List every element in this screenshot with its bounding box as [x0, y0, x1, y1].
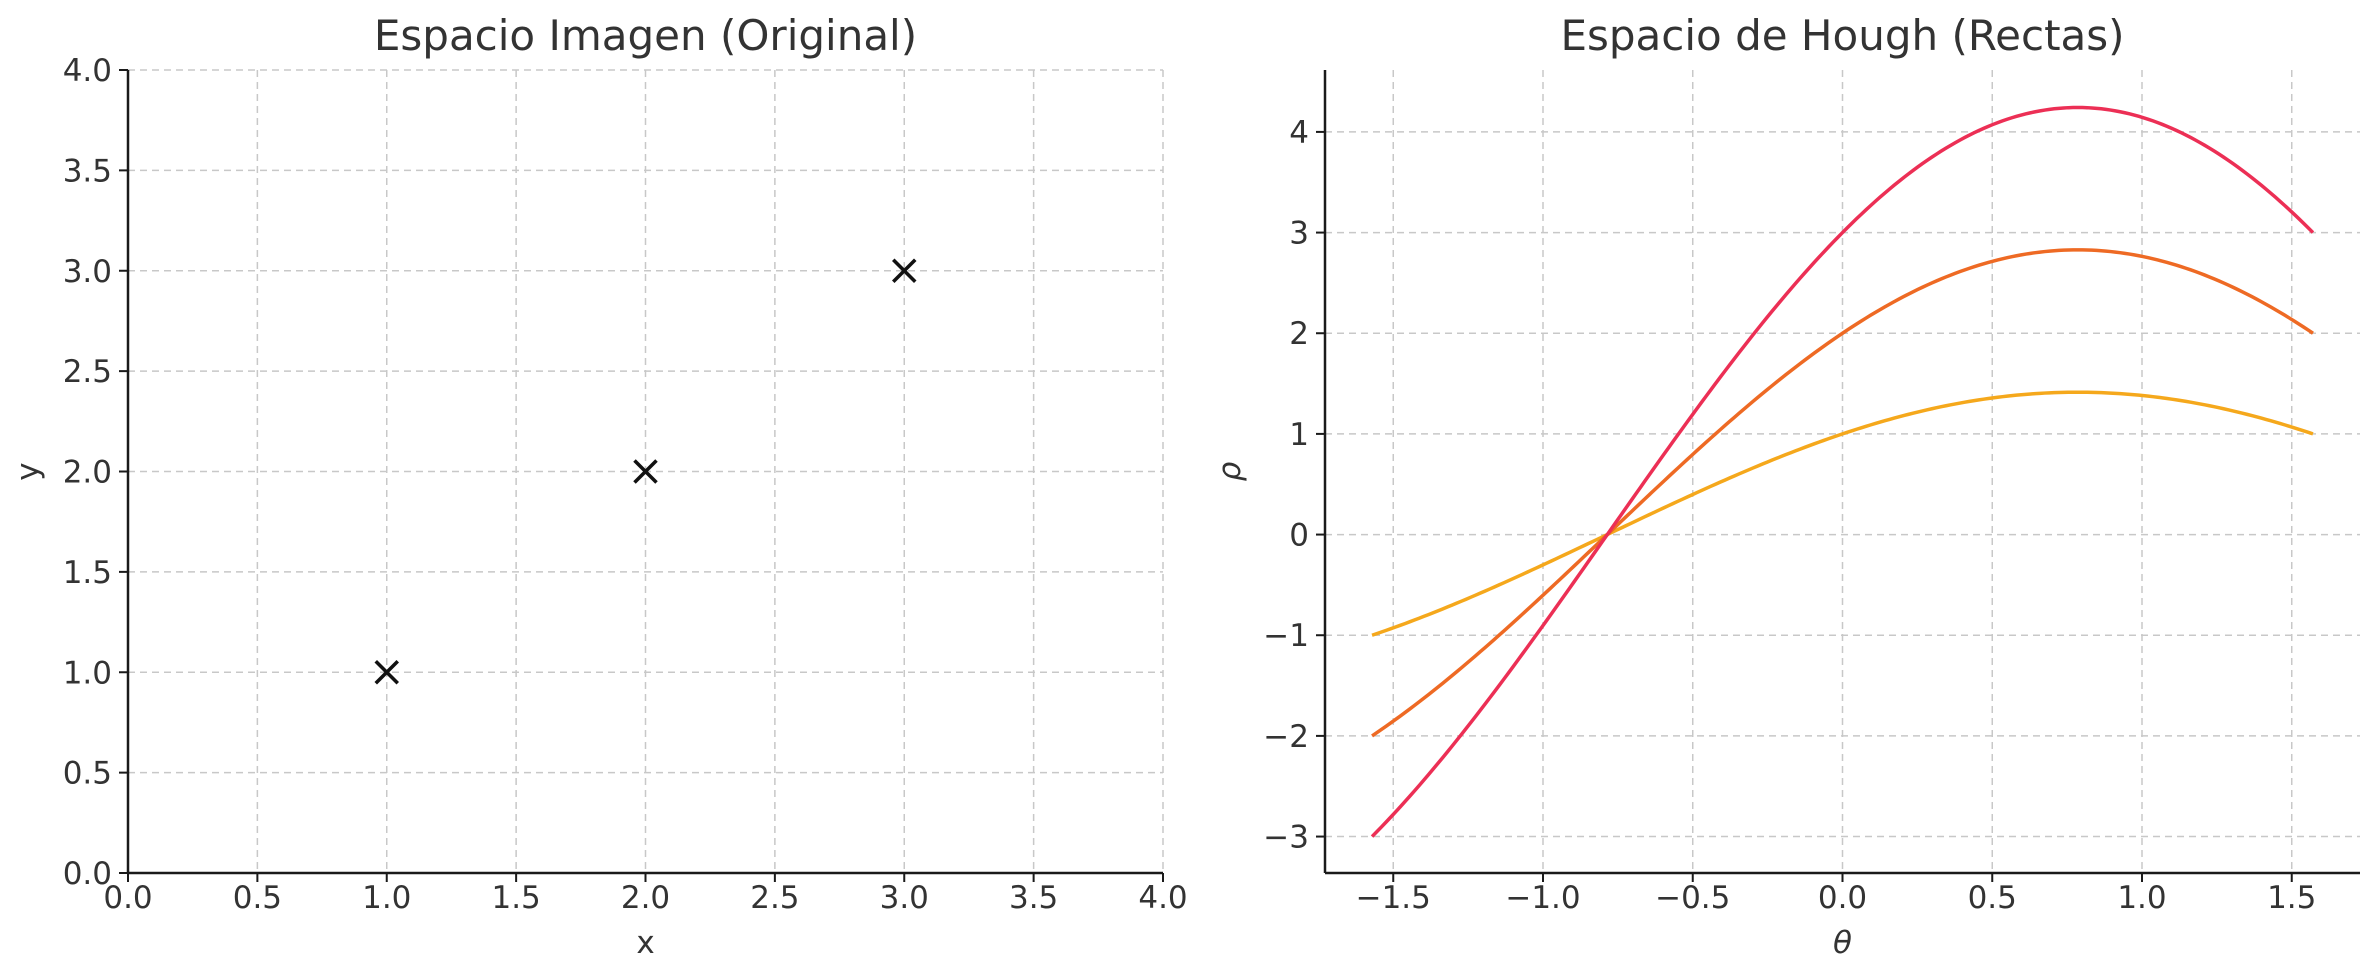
y-tick-label: −2 — [1263, 719, 1309, 755]
y-tick-label: 4 — [1289, 115, 1309, 151]
x-tick-label: −1.5 — [1356, 880, 1431, 916]
x-tick-label: 1.0 — [2117, 880, 2166, 916]
y-tick-label: 0.0 — [63, 856, 112, 892]
y-tick-label: 2.0 — [63, 455, 112, 491]
hough-curve-line — [1371, 248, 2314, 738]
data-point-x-marker — [374, 660, 399, 685]
y-tick-label: 2.5 — [63, 354, 112, 390]
y-tick-label: 3 — [1289, 216, 1309, 252]
x-marker-stroke — [633, 459, 658, 484]
y-tick-label: 0 — [1289, 518, 1309, 554]
hough-curve-line — [1371, 390, 2314, 637]
y-axis-label: ρ — [1212, 461, 1248, 481]
hough-space-chart: −1.5 −1.0 −0.5 0.0 0.5 1.0 1.5 −3 −2 −1 0 1 2 3 4 Espac… — [1212, 11, 2360, 961]
x-tick-label: 2.0 — [621, 880, 670, 916]
chart-title: Espacio de Hough (Rectas) — [1560, 11, 2124, 60]
y-tick-label: 4.0 — [63, 53, 112, 89]
y-axis-label: y — [10, 462, 46, 480]
x-tick-label: 0.0 — [1818, 880, 1867, 916]
x-tick-label: 2.5 — [750, 880, 799, 916]
y-tick-label: 0.5 — [63, 756, 112, 792]
hough-curve-line — [1370, 105, 2315, 838]
x-tick-label: −0.5 — [1655, 880, 1730, 916]
x-tick-label: 1.5 — [491, 880, 540, 916]
y-tick-label: 1 — [1289, 417, 1309, 453]
x-axis-label: θ — [1833, 925, 1852, 961]
x-tick-label: 1.5 — [2267, 880, 2316, 916]
data-point-x-marker — [892, 258, 917, 283]
x-tick-label: 1.0 — [362, 880, 411, 916]
y-tick-label: 1.5 — [63, 555, 112, 591]
image-space-chart: 0.0 0.5 1.0 1.5 2.0 2.5 3.0 3.5 4.0 0.0 0.5 1.0 1.5 2… — [10, 11, 1188, 961]
x-tick-label: 3.0 — [880, 880, 929, 916]
y-tick-label: −3 — [1263, 820, 1309, 856]
y-tick-label: 3.0 — [63, 254, 112, 290]
x-marker-stroke — [374, 660, 399, 685]
y-tick-label: −1 — [1263, 618, 1309, 654]
x-marker-stroke — [892, 258, 917, 283]
x-tick-label: 0.5 — [1968, 880, 2017, 916]
x-tick-label: 0.5 — [233, 880, 282, 916]
x-tick-label: 3.5 — [1009, 880, 1058, 916]
chart-title: Espacio Imagen (Original) — [374, 11, 917, 60]
x-axis-label: x — [636, 925, 654, 961]
y-tick-label: 1.0 — [63, 655, 112, 691]
x-tick-label: −1.0 — [1505, 880, 1580, 916]
y-tick-label: 3.5 — [63, 153, 112, 189]
x-tick-label: 4.0 — [1138, 880, 1187, 916]
y-tick-label: 2 — [1289, 316, 1309, 352]
x-tick-label: 0.0 — [103, 880, 152, 916]
data-point-x-marker — [633, 459, 658, 484]
